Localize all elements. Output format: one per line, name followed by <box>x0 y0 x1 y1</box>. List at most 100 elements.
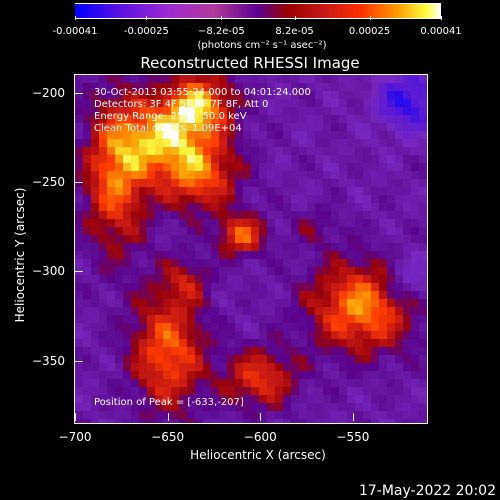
heatmap-cell <box>283 395 292 404</box>
heatmap-cell <box>251 227 260 236</box>
heatmap-cell <box>315 299 324 308</box>
heatmap-cell <box>299 75 308 84</box>
heatmap-cell <box>355 243 364 252</box>
heatmap-cell <box>171 299 180 308</box>
heatmap-cell <box>75 195 84 204</box>
heatmap-cell <box>107 339 116 348</box>
heatmap-cell <box>387 227 396 236</box>
heatmap-cell <box>211 195 220 204</box>
heatmap-cell <box>355 83 364 92</box>
heatmap-cell <box>363 323 372 332</box>
heatmap-cell <box>395 115 404 124</box>
heatmap-cell <box>299 243 308 252</box>
heatmap-cell <box>355 219 364 228</box>
heatmap-cell <box>291 411 300 420</box>
heatmap-cell <box>227 211 236 220</box>
heatmap-cell <box>259 267 268 276</box>
heatmap-cell <box>251 323 260 332</box>
heatmap-cell <box>331 299 340 308</box>
heatmap-cell <box>387 171 396 180</box>
heatmap-cell <box>171 83 180 92</box>
heatmap-cell <box>283 99 292 108</box>
heatmap-cell <box>379 387 388 396</box>
heatmap-cell <box>195 115 204 124</box>
heatmap-cell <box>179 227 188 236</box>
heatmap-cell <box>163 403 172 412</box>
heatmap-cell <box>267 235 276 244</box>
heatmap-cell <box>291 227 300 236</box>
heatmap-cell <box>227 179 236 188</box>
heatmap-cell <box>155 395 164 404</box>
heatmap-cell <box>235 363 244 372</box>
heatmap-cell <box>411 323 420 332</box>
heatmap-cell <box>275 403 284 412</box>
heatmap-cell <box>411 419 420 423</box>
heatmap-cell <box>419 275 427 284</box>
heatmap-cell <box>379 331 388 340</box>
heatmap-cell <box>387 123 396 132</box>
heatmap-cell <box>403 99 412 108</box>
heatmap-cell <box>395 339 404 348</box>
heatmap-cell <box>219 307 228 316</box>
heatmap-cell <box>243 115 252 124</box>
y-tick-label: −350 <box>32 353 65 368</box>
heatmap-cell <box>115 411 124 420</box>
heatmap-cell <box>123 147 132 156</box>
heatmap-cell <box>107 371 116 380</box>
heatmap-cell <box>75 283 84 292</box>
heatmap-cell <box>123 243 132 252</box>
heatmap-cell <box>123 371 132 380</box>
heatmap-cell <box>107 219 116 228</box>
heatmap-cell <box>227 99 236 108</box>
heatmap-cell <box>139 123 148 132</box>
x-tick-label: −600 <box>243 430 277 444</box>
heatmap-cell <box>219 267 228 276</box>
heatmap-cell <box>371 171 380 180</box>
heatmap-cell <box>339 251 348 260</box>
heatmap-cell <box>211 107 220 116</box>
heatmap-cell <box>315 203 324 212</box>
heatmap-cell <box>147 395 156 404</box>
heatmap-cell <box>275 155 284 164</box>
heatmap-cell <box>179 75 188 84</box>
heatmap-cell <box>315 323 324 332</box>
heatmap-cell <box>243 179 252 188</box>
heatmap-cell <box>251 163 260 172</box>
heatmap-cell <box>227 203 236 212</box>
heatmap-cell <box>347 139 356 148</box>
heatmap-cell <box>395 411 404 420</box>
heatmap-cell <box>131 219 140 228</box>
heatmap-cell <box>235 99 244 108</box>
heatmap-cell <box>171 355 180 364</box>
heatmap-cell <box>411 363 420 372</box>
heatmap-cell <box>147 235 156 244</box>
heatmap-cell <box>259 211 268 220</box>
heatmap-cell <box>243 419 252 423</box>
heatmap-cell <box>299 227 308 236</box>
heatmap-cell <box>259 315 268 324</box>
heatmap-cell <box>355 155 364 164</box>
heatmap-cell <box>123 235 132 244</box>
heatmap-cell <box>363 355 372 364</box>
heatmap-cell <box>147 411 156 420</box>
heatmap-cell <box>91 291 100 300</box>
heatmap-cell <box>251 267 260 276</box>
heatmap-cell <box>259 131 268 140</box>
heatmap-cell <box>195 283 204 292</box>
heatmap-cell <box>75 267 84 276</box>
heatmap-cell <box>267 331 276 340</box>
heatmap-cell <box>91 235 100 244</box>
heatmap-cell <box>331 187 340 196</box>
heatmap-cell <box>299 355 308 364</box>
heatmap-cell <box>291 187 300 196</box>
heatmap-cell <box>307 363 316 372</box>
heatmap-cell <box>331 163 340 172</box>
heatmap-cell <box>411 331 420 340</box>
heatmap-cell <box>331 339 340 348</box>
heatmap-cell <box>123 75 132 84</box>
heatmap-cell <box>139 275 148 284</box>
heatmap-cell <box>339 355 348 364</box>
heatmap-cell <box>107 155 116 164</box>
heatmap-cell <box>203 339 212 348</box>
heatmap-cell <box>91 283 100 292</box>
